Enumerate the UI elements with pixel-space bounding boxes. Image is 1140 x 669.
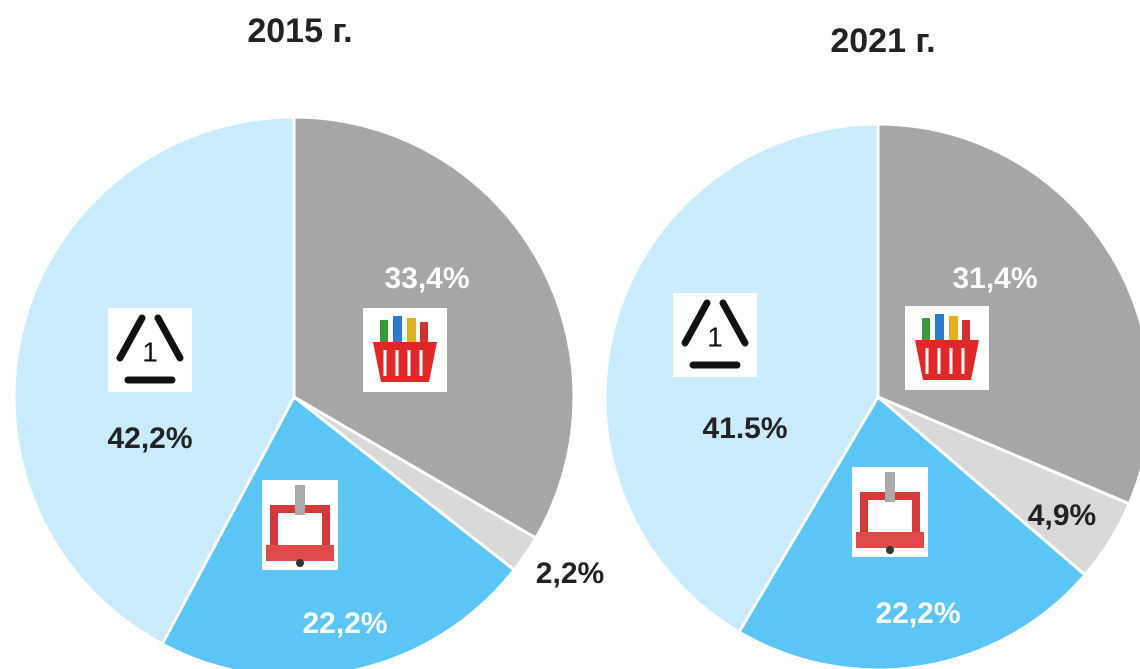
icon [361, 306, 449, 394]
data-label: 33,4% [384, 262, 469, 295]
slice [603, 122, 880, 635]
icon [852, 467, 928, 557]
icon [108, 308, 192, 392]
labels: 33,4% 2,2% 22,2% 42,2% 31,4% 4,9% 22,2% 41.5% [107, 262, 1096, 640]
data-label: 42,2% [107, 422, 192, 455]
data-label: 4,9% [1028, 499, 1096, 532]
slice [876, 122, 1140, 506]
data-label: 31,4% [952, 262, 1037, 295]
icon [673, 293, 757, 377]
data-label: 2,2% [536, 557, 604, 590]
slice [160, 394, 517, 669]
data-label: 22,2% [875, 597, 960, 630]
icon [262, 480, 338, 570]
data-label: 41.5% [702, 412, 787, 445]
chart-title: 2021 г. [830, 22, 935, 60]
icon [903, 304, 991, 392]
data-label: 22,2% [302, 607, 387, 640]
chart-title: 2015 г. [247, 12, 352, 50]
